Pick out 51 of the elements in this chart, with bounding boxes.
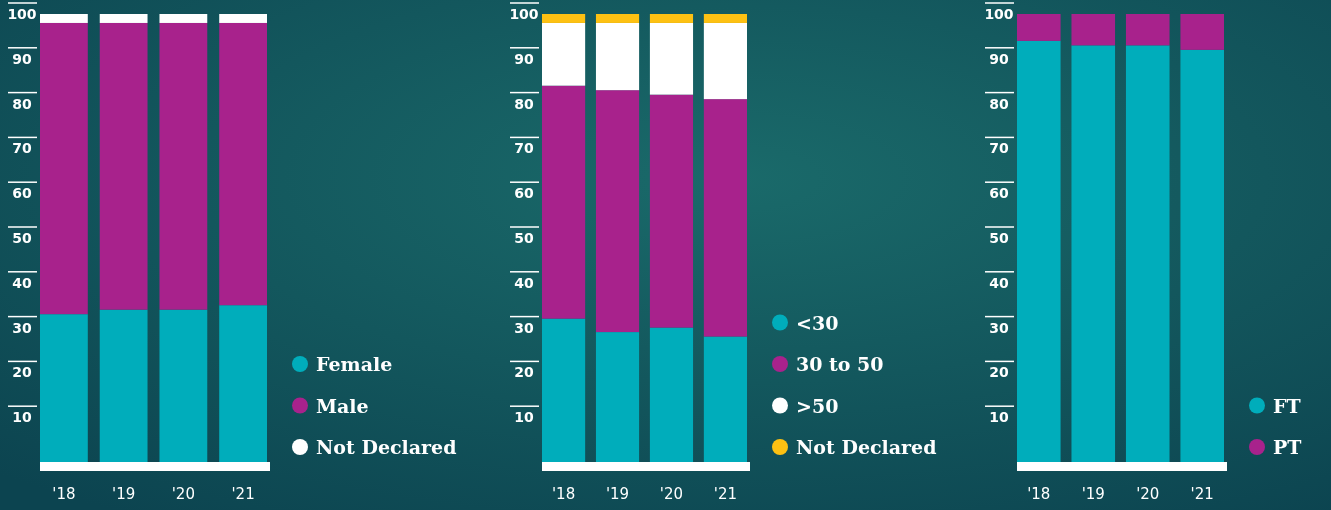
- legend-label: Female: [316, 353, 393, 375]
- y-tick-label: 10: [12, 409, 32, 426]
- y-tick-label: 50: [989, 229, 1009, 246]
- y-tick-label: 80: [12, 95, 32, 112]
- x-tick-label: '21: [713, 485, 738, 503]
- legend-label: <30: [796, 311, 839, 334]
- y-tick-label: 30: [12, 319, 32, 336]
- x-tick-label: '21: [231, 485, 255, 503]
- x-tick-label: '19: [605, 485, 630, 503]
- x-tick-label: '18: [551, 485, 576, 503]
- y-tick-label: 20: [12, 364, 32, 381]
- y-tick-label: 80: [989, 95, 1009, 112]
- y-tick-label: 70: [989, 140, 1009, 157]
- legend-label: FT: [1273, 394, 1301, 417]
- y-tick-label: 100: [7, 5, 37, 22]
- y-tick-label: 50: [514, 229, 534, 246]
- legend-label: >50: [796, 394, 839, 417]
- x-tick-label: '21: [1190, 485, 1214, 503]
- x-tick-label: '19: [1081, 485, 1105, 503]
- x-tick-label: '20: [171, 485, 195, 503]
- y-tick-label: 100: [509, 5, 539, 22]
- y-tick-label: 20: [514, 364, 534, 381]
- y-tick-label: 90: [989, 50, 1009, 67]
- x-tick-label: '20: [1136, 485, 1160, 503]
- legend-label: 30 to 50: [796, 353, 884, 375]
- y-tick-label: 60: [514, 185, 534, 202]
- y-tick-label: 30: [514, 319, 534, 336]
- y-tick-label: 90: [12, 50, 32, 67]
- legend-label: PT: [1273, 436, 1302, 458]
- y-tick-label: 40: [12, 274, 32, 291]
- legend-label: Not Declared: [316, 436, 457, 458]
- y-tick-label: 40: [514, 274, 534, 291]
- legend-label: Not Declared: [796, 436, 937, 458]
- y-tick-label: 30: [989, 319, 1009, 336]
- y-tick-label: 90: [514, 50, 534, 67]
- y-tick-label: 10: [989, 409, 1009, 426]
- y-tick-label: 60: [12, 185, 32, 202]
- x-tick-label: '19: [112, 485, 136, 503]
- legend-label: Male: [316, 394, 369, 417]
- y-tick-label: 60: [989, 185, 1009, 202]
- y-tick-label: 20: [989, 364, 1009, 381]
- y-tick-label: 70: [12, 140, 32, 157]
- x-tick-label: '20: [659, 485, 684, 503]
- x-tick-label: '18: [1027, 485, 1051, 503]
- y-tick-label: 40: [989, 274, 1009, 291]
- y-tick-label: 70: [514, 140, 534, 157]
- y-tick-label: 100: [984, 5, 1014, 22]
- x-tick-label: '18: [52, 485, 76, 503]
- y-tick-label: 50: [12, 229, 32, 246]
- y-tick-label: 10: [514, 409, 534, 426]
- y-tick-label: 80: [514, 95, 534, 112]
